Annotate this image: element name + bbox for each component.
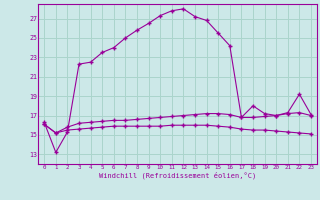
X-axis label: Windchill (Refroidissement éolien,°C): Windchill (Refroidissement éolien,°C) <box>99 172 256 179</box>
